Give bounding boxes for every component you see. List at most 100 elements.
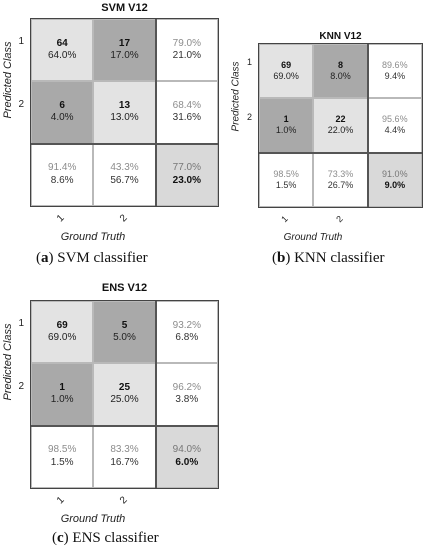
matrix-cell: 1 1.0% (31, 363, 94, 426)
y-axis-label: Predicted Class (2, 323, 14, 401)
overall-accuracy: 91.0% (382, 168, 408, 179)
col-recall: 98.5% (47, 444, 77, 456)
matrix-cell: 13 13.0% (93, 81, 156, 144)
cell-count: 69 (281, 59, 292, 70)
row-tick-label: 2 (18, 98, 24, 110)
caption-letter: b (277, 250, 286, 266)
cell-count: 6 (59, 99, 65, 111)
row-precision: 89.6% (382, 59, 408, 70)
cell-count: 1 (283, 114, 289, 125)
caption-letter: a (41, 250, 49, 266)
row-error: 6.8% (175, 332, 199, 344)
subfigure-caption: (a) SVM classifier (36, 250, 148, 267)
caption-classifier-name: SVM (57, 250, 90, 266)
cell-count: 17 (118, 37, 131, 49)
row-summary-cell: 93.2% 6.8% (155, 301, 218, 364)
summary-separator-vertical (155, 301, 157, 488)
cell-percent: 4.0% (50, 112, 74, 124)
col-error: 56.7% (110, 174, 139, 186)
cell-percent: 8.0% (330, 71, 351, 82)
caption-classifier-name: KNN (294, 250, 327, 266)
caption-close: ) (285, 250, 295, 266)
cell-count: 13 (118, 99, 131, 111)
overall-accuracy: 77.0% (172, 162, 201, 174)
summary-separator-horizontal (31, 425, 218, 427)
col-error: 1.5% (275, 179, 297, 190)
col-recall: 91.4% (47, 162, 77, 174)
y-axis-label: Predicted Class (230, 61, 242, 132)
cell-percent: 25.0% (110, 394, 139, 406)
cell-count: 69 (56, 319, 68, 331)
cell-percent: 64.0% (47, 50, 77, 62)
subfigure-caption: (b) KNN classifier (272, 250, 384, 267)
col-recall: 83.3% (110, 444, 139, 456)
chart-title: SVM V12 (101, 2, 148, 14)
col-tick-label: 1 (54, 212, 67, 225)
col-error: 1.5% (50, 456, 74, 468)
matrix-cell: 69 69.0% (31, 301, 94, 364)
caption-letter: c (57, 530, 64, 546)
cell-count: 5 (121, 319, 128, 331)
row-error: 31.6% (172, 112, 201, 124)
summary-separator-horizontal (259, 152, 422, 154)
row-precision: 96.2% (172, 381, 201, 393)
matrix-cell: 69 69.0% (259, 44, 314, 99)
matrix-cell: 5 5.0% (93, 301, 156, 364)
x-axis-label: Ground Truth (283, 232, 343, 243)
row-tick-label: 1 (18, 317, 24, 329)
matrix-cell: 8 8.0% (313, 44, 368, 99)
col-summary-cell: 83.3% 16.7% (93, 425, 156, 488)
col-tick-label: 2 (117, 494, 130, 507)
caption-rest: classifier (89, 250, 148, 266)
caption-open: ( (272, 250, 277, 266)
overall-error: 6.0% (175, 456, 199, 468)
total-accuracy-cell: 77.0% 23.0% (155, 143, 218, 206)
row-precision: 95.6% (382, 114, 408, 125)
row-summary-cell: 95.6% 4.4% (367, 98, 422, 153)
x-axis-label: Ground Truth (60, 231, 126, 243)
matrix-cell: 17 17.0% (93, 19, 156, 82)
col-summary-cell: 73.3% 26.7% (313, 152, 368, 207)
cell-percent: 13.0% (110, 112, 139, 124)
caption-rest: classifier (326, 250, 385, 266)
row-precision: 68.4% (172, 99, 201, 111)
chart-title: KNN V12 (319, 31, 362, 42)
row-precision: 93.2% (172, 319, 201, 331)
confusion-matrix: 64 64.0% 17 17.0% 79.0% 21.0% 6 4.0% 13 13.0% 68.4… (30, 18, 219, 207)
row-error: 4.4% (384, 125, 406, 136)
confusion-matrix: 69 69.0% 5 5.0% 93.2% 6.8% 1 1.0% 25 25.0% 96.2% 3.… (30, 300, 219, 489)
cell-percent: 69.0% (47, 332, 77, 344)
cell-percent: 22.0% (327, 125, 354, 136)
cell-percent: 1.0% (50, 394, 74, 406)
summary-separator-horizontal (31, 143, 218, 145)
col-tick-label: 1 (278, 213, 290, 225)
confusion-matrix: 69 69.0% 8 8.0% 89.6% 9.4% 1 1.0% 22 22.0% 95.6% 4.… (258, 43, 423, 208)
summary-separator-vertical (367, 44, 369, 207)
row-error: 21.0% (172, 50, 201, 62)
col-summary-cell: 98.5% 1.5% (259, 152, 314, 207)
row-tick-label: 1 (246, 56, 252, 67)
col-summary-cell: 98.5% 1.5% (31, 425, 94, 488)
x-axis-label: Ground Truth (60, 513, 126, 525)
col-error: 16.7% (110, 456, 139, 468)
y-axis-label: Predicted Class (2, 41, 14, 119)
cell-count: 8 (337, 59, 343, 70)
cell-count: 1 (59, 381, 65, 393)
col-tick-label: 1 (54, 494, 67, 507)
chart-title: ENS V12 (101, 282, 148, 294)
row-summary-cell: 68.4% 31.6% (155, 81, 218, 144)
caption-open: ( (52, 530, 57, 546)
caption-rest: classifier (100, 530, 159, 546)
caption-classifier-name: ENS (72, 530, 101, 546)
row-summary-cell: 79.0% 21.0% (155, 19, 218, 82)
matrix-cell: 6 4.0% (31, 81, 94, 144)
overall-error: 9.0% (384, 179, 406, 190)
col-tick-label: 2 (117, 212, 130, 225)
summary-separator-vertical (155, 19, 157, 206)
row-precision: 79.0% (172, 37, 201, 49)
caption-open: ( (36, 250, 41, 266)
matrix-cell: 64 64.0% (31, 19, 94, 82)
row-error: 3.8% (175, 394, 199, 406)
row-summary-cell: 96.2% 3.8% (155, 363, 218, 426)
col-error: 26.7% (327, 179, 354, 190)
